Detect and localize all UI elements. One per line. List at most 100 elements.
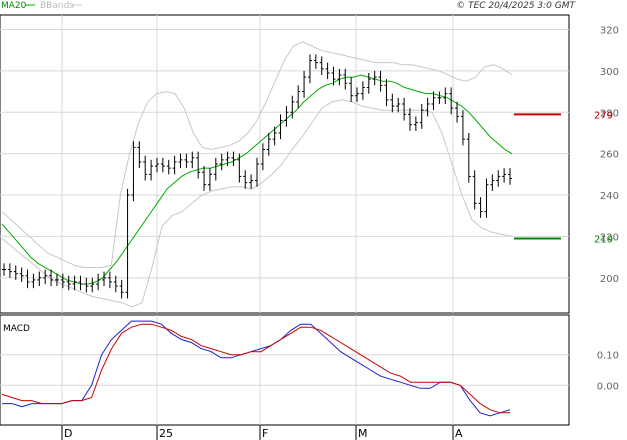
price-bar — [90, 277, 95, 293]
price-bar — [131, 141, 136, 202]
price-bar — [54, 273, 59, 287]
price-bar — [502, 168, 507, 183]
price-bar — [384, 79, 389, 107]
price-bar — [231, 151, 236, 167]
price-bar — [113, 275, 118, 293]
legend-ma20-label: MA20 — [1, 1, 27, 11]
price-bar — [366, 72, 371, 94]
macd-y-tick-labels: 0.10 0.00 — [597, 351, 619, 393]
price-bar — [160, 157, 165, 173]
price-bar — [331, 66, 336, 86]
price-bar — [272, 126, 277, 146]
price-bar — [172, 155, 177, 175]
price-bar — [490, 174, 495, 191]
price-bar — [149, 159, 154, 181]
macd-y-tick-label: 0.10 — [597, 351, 619, 362]
price-bar — [60, 273, 65, 289]
price-bar — [260, 143, 265, 171]
level-label-279: 279 — [594, 110, 613, 121]
price-bar — [225, 151, 230, 167]
chart-copyright: © TEC 20/4/2025 3:0 GMT — [456, 1, 576, 11]
macd-gridlines — [0, 315, 569, 425]
price-bar — [137, 141, 142, 169]
price-bar — [102, 271, 107, 287]
macd-lines — [1, 320, 511, 417]
ma20-polyline — [1, 74, 513, 285]
macd-signal-line — [1, 323, 510, 414]
price-y-tick-label: 220 — [600, 232, 619, 243]
price-bar — [219, 153, 224, 171]
bollinger-upper-band — [1, 41, 513, 268]
x-tick-label: F — [262, 427, 268, 440]
price-bar — [437, 91, 442, 104]
price-bar — [302, 70, 307, 98]
price-bar — [184, 153, 189, 169]
ma20-line — [1, 74, 513, 285]
macd-line — [2, 320, 511, 417]
price-bar — [78, 275, 83, 291]
price-bar — [349, 77, 354, 102]
price-bar — [72, 275, 77, 291]
price-bar — [319, 56, 324, 76]
price-bar — [202, 166, 207, 191]
price-bar — [360, 81, 365, 100]
price-bar — [84, 277, 89, 293]
price-bar — [43, 269, 48, 285]
macd-y-tick-label: 0.00 — [597, 381, 619, 392]
price-panel: 200 220 240 260 280 300 320 279 219 — [0, 14, 619, 314]
price-bar — [466, 132, 471, 183]
price-y-tick-label: 260 — [600, 150, 619, 161]
price-bar — [343, 68, 348, 90]
x-axis: D 25 F M A — [61, 425, 463, 440]
price-bar — [207, 168, 212, 191]
price-bar — [472, 170, 477, 210]
macd-panel: 0.10 0.00 MACD — [0, 314, 619, 426]
price-bar — [484, 178, 489, 218]
price-bar — [413, 116, 418, 131]
price-bar — [49, 269, 54, 287]
price-bar — [119, 279, 124, 299]
price-bars — [2, 54, 512, 299]
price-bar — [31, 273, 36, 289]
price-bar — [313, 54, 318, 69]
price-bar — [455, 101, 460, 123]
x-tick-label: D — [64, 427, 72, 440]
price-bar — [325, 62, 330, 80]
price-bar — [66, 275, 71, 291]
price-bar — [396, 97, 401, 113]
price-bar — [296, 85, 301, 109]
x-tick-label: A — [455, 427, 463, 440]
price-bar — [425, 97, 430, 117]
price-bar — [307, 54, 312, 84]
price-bar — [508, 168, 512, 185]
price-bar — [337, 68, 342, 86]
price-y-tick-label: 320 — [600, 25, 619, 36]
price-bar — [355, 87, 360, 102]
price-bar — [249, 174, 254, 189]
price-bar — [372, 70, 377, 86]
price-bar — [266, 132, 271, 156]
price-bar — [419, 103, 424, 129]
price-bar — [154, 157, 159, 173]
price-y-tick-label: 280 — [600, 108, 619, 119]
price-bar — [7, 263, 12, 278]
price-y-tick-label: 300 — [600, 67, 619, 78]
price-bar — [178, 153, 183, 169]
price-bar — [496, 170, 501, 187]
level-label-219: 219 — [594, 235, 613, 246]
price-bar — [255, 157, 259, 187]
price-plot-frame — [0, 14, 570, 314]
price-bar — [37, 271, 42, 287]
price-bar — [431, 91, 436, 111]
price-y-tick-label: 240 — [600, 191, 619, 202]
macd-title: MACD — [3, 324, 30, 334]
price-bar — [213, 157, 218, 181]
price-bar — [196, 151, 201, 179]
price-bar — [13, 265, 18, 280]
price-bar — [402, 97, 407, 121]
price-bar — [443, 87, 448, 104]
price-y-tick-labels: 200 220 240 260 280 300 320 — [600, 25, 619, 284]
price-bar — [478, 197, 483, 218]
price-bar — [166, 159, 171, 175]
price-bar — [390, 93, 395, 113]
